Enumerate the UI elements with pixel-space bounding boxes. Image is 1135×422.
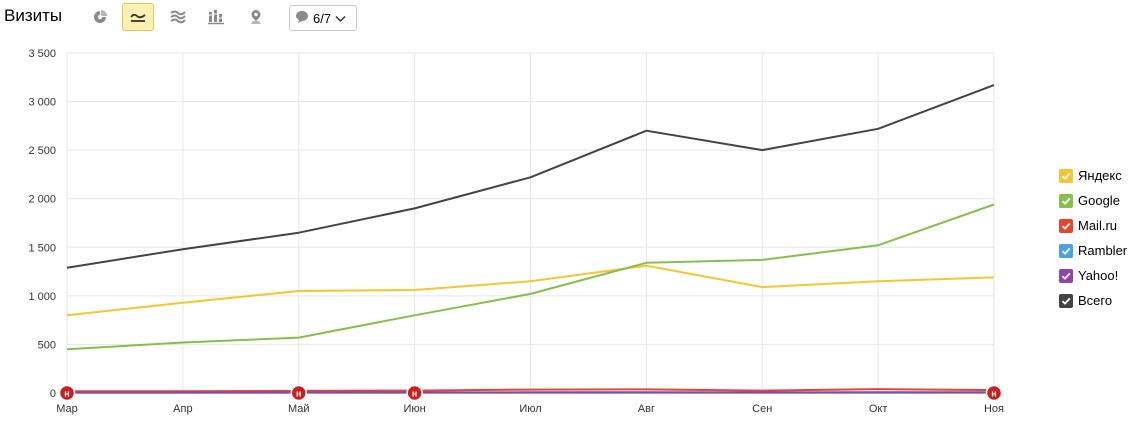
svg-text:н: н (64, 389, 69, 399)
legend-checkbox[interactable] (1059, 268, 1073, 283)
pie-chart-icon (92, 9, 108, 25)
x-tick-label: Авг (638, 403, 655, 415)
stacked-area-icon (169, 9, 187, 25)
legend-label: Яндекс (1078, 168, 1122, 183)
legend-checkbox[interactable] (1059, 218, 1073, 233)
y-tick-label: 1 000 (28, 291, 56, 303)
area-chart-button[interactable] (162, 3, 194, 31)
legend-checkbox[interactable] (1059, 243, 1073, 258)
svg-text:н: н (296, 389, 301, 399)
map-button[interactable] (240, 3, 272, 31)
svg-text:н: н (412, 389, 417, 399)
check-icon (1061, 297, 1071, 305)
comment-icon (295, 10, 309, 27)
legend-label: Rambler (1078, 243, 1128, 258)
check-icon (1061, 222, 1071, 230)
legend-label: Всего (1078, 293, 1113, 308)
legend-item[interactable]: Rambler (1059, 238, 1127, 263)
x-tick-label: Апр (173, 403, 192, 415)
chart-series (66, 84, 995, 394)
check-icon (1061, 247, 1071, 255)
column-chart-button[interactable] (200, 3, 232, 31)
x-tick-label: Июл (519, 403, 541, 415)
chart-legend: Яндекс Google Mail.ru Rambler Yahoo! Всего (1059, 163, 1127, 313)
legend-checkbox[interactable] (1059, 168, 1073, 183)
y-tick-label: 3 500 (28, 48, 56, 60)
chart-grid (66, 52, 995, 394)
check-icon (1061, 272, 1071, 280)
notes-counter: 6/7 (313, 10, 332, 26)
legend-label: Mail.ru (1078, 218, 1118, 233)
check-icon (1061, 197, 1071, 205)
chart-title: Визиты (4, 6, 63, 25)
series-line[interactable] (66, 84, 995, 269)
notes-dropdown[interactable]: 6/7 (289, 5, 357, 31)
bar-chart-icon (207, 9, 225, 25)
y-axis: 0 500 1 000 1 500 2 000 2 500 3 000 3 500 (28, 48, 56, 400)
x-tick-label: Май (288, 403, 310, 415)
note-marker[interactable]: н (58, 384, 76, 402)
x-tick-label: Окт (869, 403, 888, 415)
x-tick-label: Июн (404, 403, 426, 415)
line-chart-button[interactable] (122, 3, 154, 31)
chevron-down-icon (335, 11, 346, 26)
series-line[interactable] (66, 203, 995, 351)
map-pin-icon (248, 9, 264, 25)
x-tick-label: Мар (56, 403, 78, 415)
legend-item[interactable]: Mail.ru (1059, 213, 1127, 238)
legend-checkbox[interactable] (1059, 293, 1073, 308)
note-marker[interactable]: н (406, 384, 423, 402)
legend-item[interactable]: Google (1059, 188, 1127, 213)
line-chart: 0 500 1 000 1 500 2 000 2 500 3 000 3 500 Мар Ап… (28, 48, 1004, 415)
pie-chart-button[interactable] (84, 3, 116, 31)
y-tick-label: 1 500 (28, 242, 56, 254)
note-marker[interactable]: н (985, 384, 1003, 402)
svg-text:н: н (991, 389, 996, 399)
y-tick-label: 0 (50, 388, 56, 400)
note-marker[interactable]: н (290, 384, 307, 402)
line-chart-icon (129, 9, 147, 25)
x-tick-label: Сен (752, 403, 772, 415)
series-line[interactable] (67, 388, 995, 393)
y-tick-label: 2 500 (28, 145, 56, 157)
legend-label: Yahoo! (1078, 268, 1119, 283)
series-line[interactable] (66, 264, 995, 317)
legend-item[interactable]: Yahoo! (1059, 263, 1127, 288)
legend-item[interactable]: Всего (1059, 288, 1127, 313)
y-tick-label: 3 000 (28, 97, 56, 109)
y-tick-label: 2 000 (28, 194, 56, 206)
check-icon (1061, 172, 1071, 180)
legend-label: Google (1078, 193, 1120, 208)
y-tick-label: 500 (38, 339, 56, 351)
x-axis: Мар Апр Май Июн Июл Авг Сен Окт Ноя (56, 403, 1004, 415)
legend-checkbox[interactable] (1059, 193, 1073, 208)
legend-item[interactable]: Яндекс (1059, 163, 1127, 188)
x-tick-label: Ноя (984, 403, 1004, 415)
chart-toolbar: Визиты (0, 0, 1135, 36)
